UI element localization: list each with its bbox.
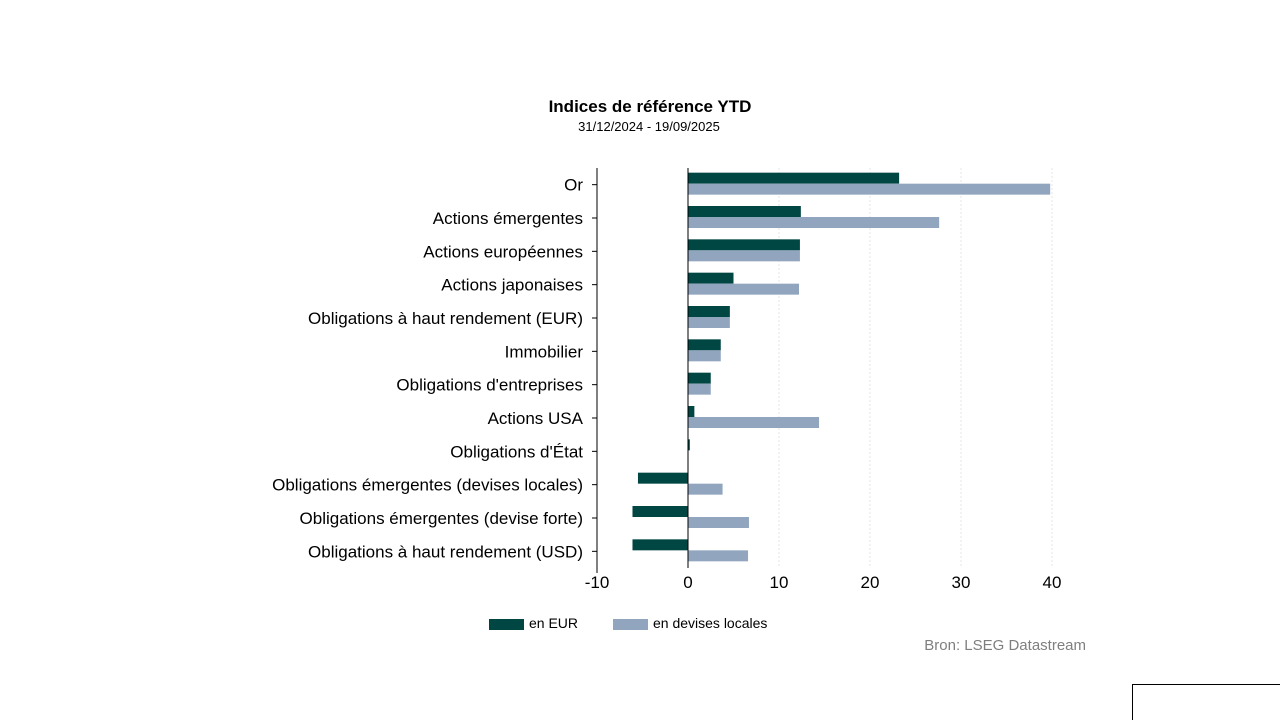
bar-eur bbox=[688, 406, 695, 417]
category-label: Actions européennes bbox=[423, 242, 583, 261]
chart-title: Indices de référence YTD bbox=[549, 97, 752, 116]
category-label: Or bbox=[564, 176, 583, 195]
bar-local bbox=[688, 483, 723, 495]
category-label: Obligations à haut rendement (EUR) bbox=[308, 309, 583, 328]
category-label: Immobilier bbox=[505, 342, 584, 361]
category-label: Obligations à haut rendement (USD) bbox=[308, 542, 583, 561]
legend: en EUR en devises locales bbox=[489, 615, 767, 631]
x-tick-labels: -10 0 10 20 30 40 bbox=[585, 573, 1062, 592]
axes bbox=[592, 168, 689, 573]
bar-local bbox=[688, 250, 800, 262]
x-tick-label: 20 bbox=[861, 573, 880, 592]
bar-local bbox=[688, 517, 749, 528]
category-label: Actions japonaises bbox=[441, 276, 583, 295]
bar-eur bbox=[688, 439, 690, 451]
bar-local bbox=[688, 183, 1051, 195]
bar-eur bbox=[688, 239, 800, 251]
bar-local bbox=[688, 217, 940, 228]
bar-local bbox=[688, 417, 820, 428]
category-label: Actions émergentes bbox=[433, 209, 583, 228]
bar-eur bbox=[632, 506, 688, 517]
bar-eur bbox=[688, 172, 900, 184]
bar-eur bbox=[688, 306, 730, 317]
x-tick-label: 10 bbox=[770, 573, 789, 592]
category-label: Obligations d'entreprises bbox=[396, 376, 583, 395]
x-tick-label: -10 bbox=[585, 573, 610, 592]
x-tick-label: 0 bbox=[683, 573, 692, 592]
legend-swatch-eur bbox=[489, 619, 524, 630]
bars bbox=[632, 172, 1051, 562]
bar-local bbox=[688, 550, 749, 562]
category-labels: Or Actions émergentes Actions européennes A… bbox=[272, 176, 584, 562]
category-label: Obligations d'État bbox=[450, 442, 583, 461]
legend-label: en devises locales bbox=[653, 615, 767, 631]
corner-frame bbox=[1132, 684, 1280, 720]
bar-eur bbox=[688, 372, 711, 384]
legend-swatch-local bbox=[613, 619, 648, 630]
gridlines bbox=[778, 168, 1053, 568]
legend-label: en EUR bbox=[529, 615, 578, 631]
bar-eur bbox=[688, 339, 721, 351]
bar-local bbox=[688, 283, 800, 295]
bar-eur bbox=[688, 272, 734, 284]
chart-subtitle: 31/12/2024 - 19/09/2025 bbox=[578, 119, 720, 134]
bar-local bbox=[688, 317, 730, 328]
bar-local bbox=[688, 350, 721, 362]
source-note: Bron: LSEG Datastream bbox=[924, 637, 1086, 654]
category-label: Obligations émergentes (devises locales) bbox=[272, 476, 583, 495]
x-tick-label: 40 bbox=[1043, 573, 1062, 592]
x-tick-label: 30 bbox=[952, 573, 971, 592]
bar-eur bbox=[688, 206, 801, 217]
bar-local bbox=[688, 383, 711, 395]
category-label: Actions USA bbox=[488, 409, 584, 428]
bar-eur bbox=[637, 472, 688, 484]
bar-eur bbox=[632, 539, 688, 551]
category-label: Obligations émergentes (devise forte) bbox=[300, 509, 583, 528]
